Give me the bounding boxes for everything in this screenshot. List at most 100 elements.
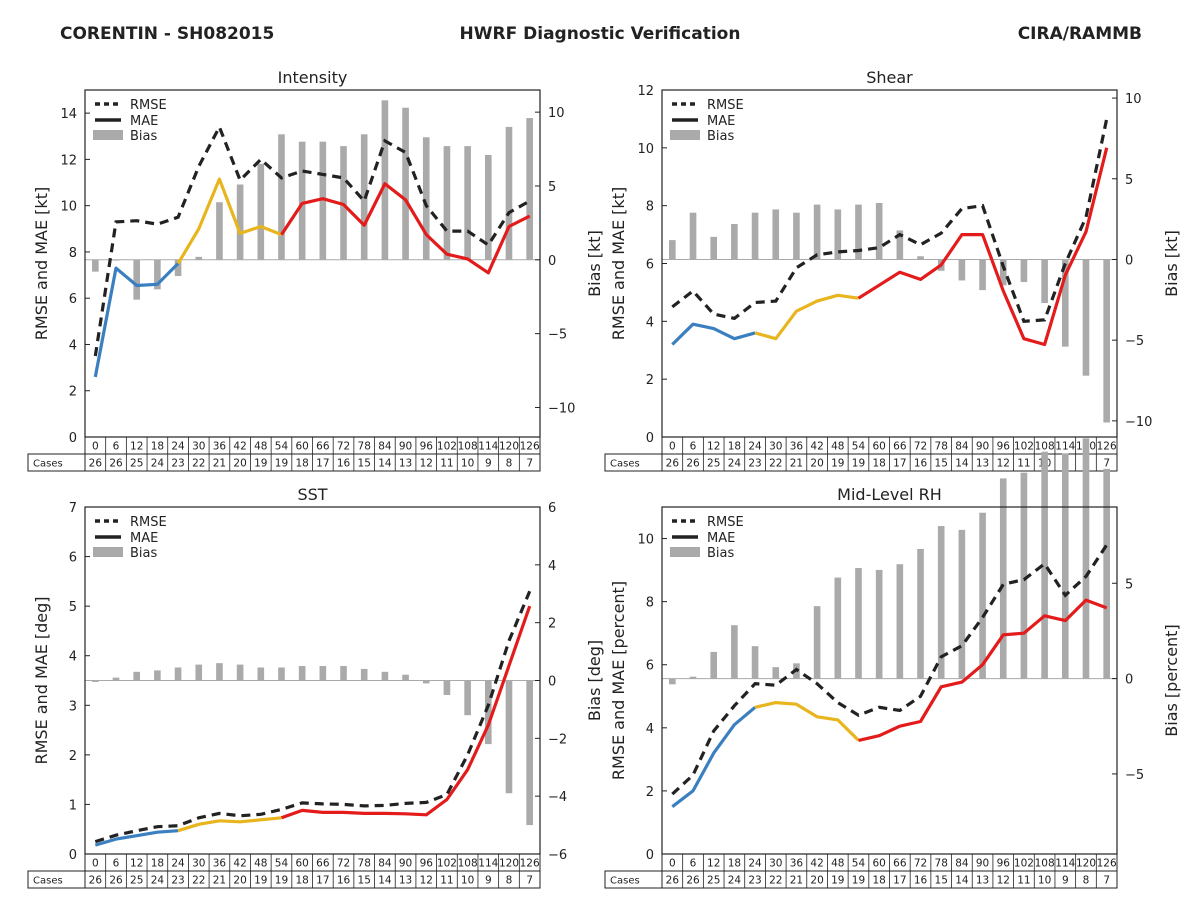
case-count: 14 <box>378 875 392 887</box>
case-count: 7 <box>526 458 533 470</box>
lead-time-label: 54 <box>275 441 289 453</box>
bias-bar <box>958 529 966 679</box>
mae-line-early <box>671 706 757 808</box>
lead-time-label: 96 <box>997 441 1011 453</box>
case-count: 19 <box>254 458 267 470</box>
case-count: 18 <box>295 875 308 887</box>
case-count: 15 <box>935 875 948 887</box>
bias-bar <box>195 664 203 681</box>
bias-bar <box>278 667 285 681</box>
case-count: 14 <box>378 458 392 470</box>
lead-time-label: 12 <box>707 858 720 870</box>
bias-bar <box>216 202 223 260</box>
bias-bar <box>402 107 409 260</box>
case-count: 17 <box>316 458 329 470</box>
legend-bias-swatch <box>93 130 123 140</box>
case-count: 16 <box>337 458 351 470</box>
lead-time-label: 126 <box>520 858 540 870</box>
case-count: 19 <box>831 875 844 887</box>
y2-tick-label: −2 <box>548 732 567 747</box>
bias-bar <box>1103 468 1110 679</box>
cases-row-label: Cases <box>33 459 63 470</box>
bias-bar <box>731 223 738 260</box>
case-count: 15 <box>935 458 948 470</box>
bias-bar <box>484 154 492 260</box>
case-count: 26 <box>109 875 123 887</box>
bias-bar <box>236 184 244 260</box>
case-count: 7 <box>1103 458 1110 470</box>
lead-time-label: 54 <box>275 858 289 870</box>
lead-time-label: 66 <box>316 858 330 870</box>
case-count: 8 <box>1083 875 1090 887</box>
y2-tick-label: 0 <box>1125 673 1133 688</box>
case-count: 10 <box>461 458 474 470</box>
lead-time-label: 96 <box>420 441 434 453</box>
bias-bar <box>381 100 389 260</box>
lead-time-label: 30 <box>769 441 782 453</box>
y-tick-label: 7 <box>69 501 77 516</box>
case-count: 26 <box>109 458 123 470</box>
cases-row <box>604 453 1118 472</box>
case-count: 17 <box>893 875 906 887</box>
bias-bar <box>112 677 120 681</box>
bias-bar <box>92 259 99 272</box>
bias-bar <box>505 126 513 260</box>
cases-row <box>27 453 541 472</box>
case-count: 23 <box>171 875 184 887</box>
bias-bar <box>1082 438 1090 679</box>
bias-bar <box>1020 472 1028 679</box>
case-count: 16 <box>337 875 351 887</box>
y-tick-label: 4 <box>69 338 77 353</box>
case-count: 19 <box>254 875 267 887</box>
y-axis-label: RMSE and MAE [kt] <box>609 187 628 340</box>
y-tick-label: 6 <box>646 258 654 273</box>
lead-time-label: 48 <box>254 858 267 870</box>
case-count: 13 <box>399 458 412 470</box>
bias-bar <box>896 230 904 260</box>
case-count: 10 <box>461 875 474 887</box>
bias-bar <box>464 146 471 260</box>
y2-tick-label: −4 <box>548 790 567 805</box>
lead-time-label: 48 <box>831 858 844 870</box>
lead-time-label: 126 <box>1097 441 1117 453</box>
case-count: 19 <box>831 458 844 470</box>
y-axis-label: RMSE and MAE [kt] <box>32 187 51 340</box>
bias-bar <box>443 146 451 260</box>
lead-time-label: 66 <box>893 441 907 453</box>
lead-time-label: 12 <box>130 441 143 453</box>
lead-time-label: 12 <box>707 441 720 453</box>
y-tick-label: 8 <box>646 596 654 611</box>
y-tick-label: 4 <box>69 650 77 665</box>
cases-row-label: Cases <box>610 876 640 887</box>
legend-bias-swatch <box>93 547 123 557</box>
y2-axis-label: Bias [deg] <box>585 640 604 721</box>
y2-tick-label: 5 <box>1125 577 1133 592</box>
y2-axis-label: Bias [percent] <box>1162 624 1181 736</box>
bias-bar <box>689 212 697 260</box>
lead-time-label: 96 <box>997 858 1011 870</box>
bias-bar <box>689 676 697 679</box>
bias-bar <box>464 680 471 716</box>
lead-time-label: 24 <box>748 858 762 870</box>
mae-line-mid <box>754 700 860 742</box>
bias-bar <box>999 478 1007 679</box>
bias-bar <box>133 259 141 300</box>
case-count: 21 <box>213 875 226 887</box>
lead-time-label: 30 <box>192 441 205 453</box>
bias-bar <box>834 577 842 679</box>
lead-time-label: 42 <box>233 858 246 870</box>
lead-time-label: 120 <box>1076 858 1096 870</box>
lead-time-label: 72 <box>337 858 350 870</box>
case-count: 20 <box>233 875 246 887</box>
bias-bar <box>422 680 430 684</box>
bias-bar <box>443 680 451 695</box>
case-count: 20 <box>810 875 823 887</box>
bias-bar <box>751 212 759 260</box>
lead-time-label: 78 <box>935 858 948 870</box>
case-count: 18 <box>872 458 885 470</box>
lead-time-label: 90 <box>399 441 412 453</box>
bias-bar <box>710 236 718 260</box>
bias-bar <box>1041 451 1048 679</box>
